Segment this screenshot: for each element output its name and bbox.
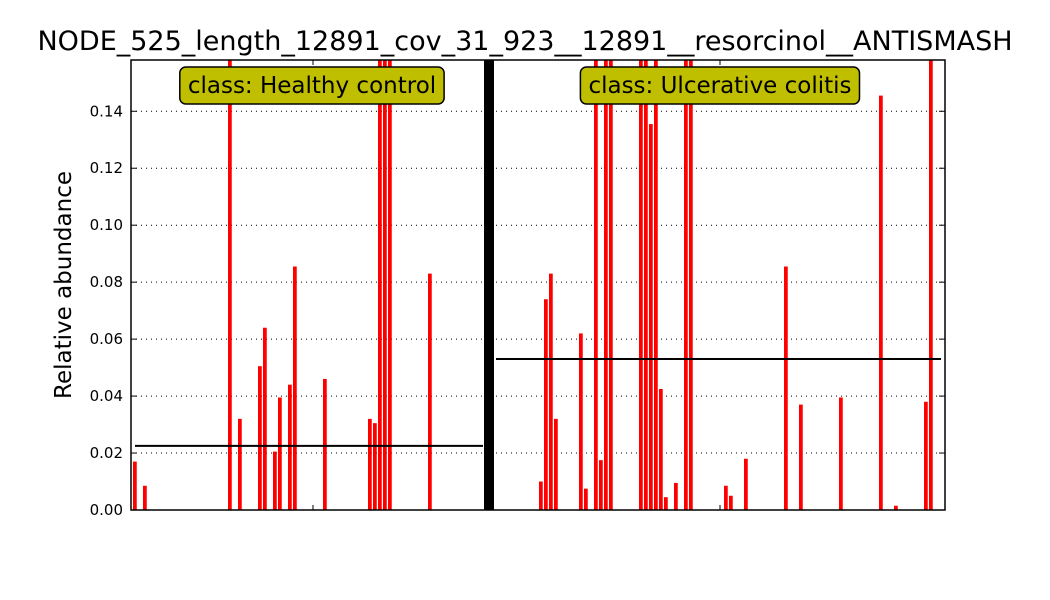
bar xyxy=(544,299,548,510)
bar xyxy=(584,488,588,510)
class-label: class: Healthy control xyxy=(188,73,436,99)
chart-title: NODE_525_length_12891_cov_31_923__12891_… xyxy=(37,26,1012,57)
y-tick-label: 0.06 xyxy=(90,330,123,348)
grid-lines xyxy=(131,110,945,454)
bar xyxy=(649,124,653,510)
bar xyxy=(729,495,733,510)
bar xyxy=(879,95,883,510)
bar xyxy=(143,485,147,510)
class-label-background xyxy=(579,66,861,105)
bar xyxy=(383,60,387,510)
bar xyxy=(539,481,543,510)
bar xyxy=(258,366,262,510)
bar xyxy=(579,333,583,510)
x-ticks xyxy=(312,60,721,510)
bar xyxy=(724,485,728,510)
y-tick-label: 0.00 xyxy=(90,501,123,519)
plot-frame xyxy=(130,59,946,511)
bar xyxy=(799,404,803,510)
bar xyxy=(684,60,688,510)
bar xyxy=(373,423,377,510)
bar xyxy=(273,451,277,510)
class-label-box: class: Healthy control xyxy=(179,66,445,105)
y-ticks: 0.00 0.02 0.04 0.06 0.08 0.10 0.12 0.14 xyxy=(90,102,945,519)
bar xyxy=(599,460,603,510)
bar xyxy=(894,505,898,510)
bar xyxy=(924,401,928,510)
bar xyxy=(744,458,748,510)
mean-lines xyxy=(135,358,941,447)
bar xyxy=(664,497,668,510)
y-tick-label: 0.02 xyxy=(90,444,123,462)
bar xyxy=(689,60,693,510)
bar xyxy=(549,273,553,510)
bar xyxy=(228,60,232,510)
bar xyxy=(594,60,598,510)
bar xyxy=(133,461,137,510)
y-axis-label: Relative abundance xyxy=(51,171,77,399)
bar xyxy=(278,397,282,510)
bar xyxy=(293,266,297,510)
bar xyxy=(378,60,382,510)
bar xyxy=(654,60,658,510)
bar xyxy=(554,418,558,510)
bar xyxy=(238,418,242,510)
bar xyxy=(644,60,648,510)
bar xyxy=(659,388,663,510)
bar xyxy=(609,60,613,510)
y-tick-label: 0.04 xyxy=(90,387,123,405)
bar xyxy=(368,418,372,510)
class-label-background xyxy=(179,66,445,105)
class-label-box: class: Ulcerative colitis xyxy=(579,66,861,105)
group-labels: class: Healthy control class: Ulcerative … xyxy=(179,66,861,105)
group-separator xyxy=(484,60,494,510)
bar xyxy=(639,60,643,510)
y-tick-label: 0.08 xyxy=(90,273,123,291)
class-label: class: Ulcerative colitis xyxy=(588,73,851,99)
bar xyxy=(604,60,608,510)
bar xyxy=(288,384,292,510)
y-tick-label: 0.14 xyxy=(90,102,123,120)
bars xyxy=(133,60,933,510)
bar xyxy=(674,482,678,510)
bar xyxy=(428,273,432,510)
bar xyxy=(839,397,843,510)
bar xyxy=(388,60,392,510)
y-tick-label: 0.10 xyxy=(90,216,123,234)
bar xyxy=(323,378,327,510)
bar xyxy=(263,327,267,510)
y-tick-label: 0.12 xyxy=(90,159,123,177)
bar xyxy=(784,266,788,510)
bar xyxy=(929,60,933,510)
